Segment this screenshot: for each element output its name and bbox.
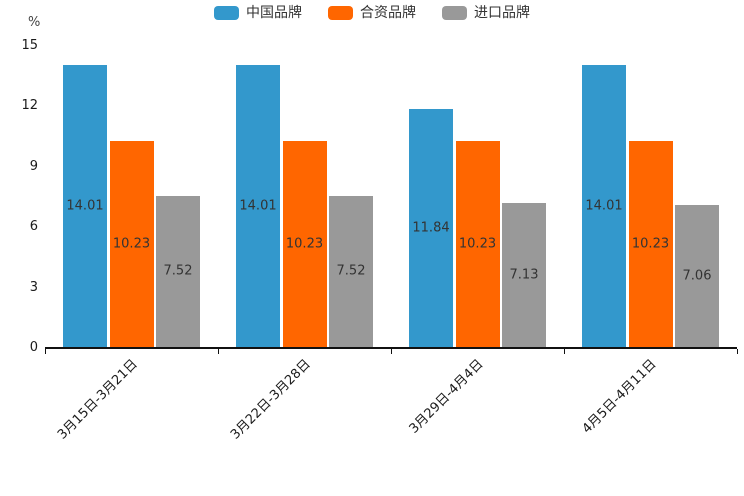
x-axis-tick xyxy=(391,349,392,354)
y-axis-tick-label: 6 xyxy=(29,219,38,235)
y-axis-tick-label: 0 xyxy=(29,340,38,355)
legend-swatch-icon xyxy=(328,6,353,20)
legend-swatch-icon xyxy=(442,6,467,20)
legend-label: 中国品牌 xyxy=(246,5,302,21)
bar-value-label: 14.01 xyxy=(239,198,277,214)
x-axis-category-label: 4月5日-4月11日 xyxy=(579,356,660,437)
legend-item-series-2[interactable]: 进口品牌 xyxy=(442,6,530,20)
legend-label: 合资品牌 xyxy=(360,5,416,21)
x-axis-category-label: 3月29日-4月4日 xyxy=(406,356,487,437)
bar-value-label: 10.23 xyxy=(112,236,151,252)
bar-series-0-cat-0[interactable] xyxy=(63,64,107,347)
bar-series-2-cat-2[interactable] xyxy=(502,203,546,347)
legend-item-series-1[interactable]: 合资品牌 xyxy=(328,6,416,20)
y-axis-unit-label: % xyxy=(28,15,41,30)
bar-series-1-cat-3[interactable] xyxy=(628,141,673,347)
y-axis-tick-label: 3 xyxy=(29,279,38,295)
y-axis-tick-label: 15 xyxy=(21,38,38,53)
bar-value-label: 7.06 xyxy=(682,268,712,284)
legend: 中国品牌 合资品牌 进口品牌 xyxy=(0,6,744,20)
bar-series-0-cat-2[interactable] xyxy=(409,108,453,347)
x-axis-category-label: 3月15日-3月21日 xyxy=(55,356,141,443)
bar-value-label: 7.52 xyxy=(163,263,193,279)
bar-value-label: 7.52 xyxy=(336,263,366,279)
bar-series-2-cat-0[interactable] xyxy=(156,195,200,347)
bar-series-0-cat-1[interactable] xyxy=(236,64,280,347)
x-axis-tick xyxy=(737,349,738,354)
bar-series-1-cat-1[interactable] xyxy=(282,141,327,347)
bar-value-label: 14.01 xyxy=(585,198,623,214)
bar-value-label: 10.23 xyxy=(285,236,324,252)
legend-swatch-icon xyxy=(214,6,239,20)
y-axis-tick-label: 12 xyxy=(21,98,38,114)
bar-series-1-cat-0[interactable] xyxy=(109,141,154,347)
bar-value-label: 10.23 xyxy=(631,236,670,252)
bar-value-label: 10.23 xyxy=(458,236,497,252)
bar-value-label: 14.01 xyxy=(66,198,104,214)
x-axis-tick xyxy=(45,349,46,354)
x-axis-tick xyxy=(564,349,565,354)
bar-series-0-cat-3[interactable] xyxy=(582,64,626,347)
plot-area: 14.01 10.23 7.52 14.01 10.23 7.52 11.84 10.23 7.… xyxy=(45,45,737,349)
bar-series-1-cat-2[interactable] xyxy=(455,141,500,347)
legend-label: 进口品牌 xyxy=(474,5,530,21)
legend-item-series-0[interactable]: 中国品牌 xyxy=(214,6,302,20)
x-axis-category-label: 3月22日-3月28日 xyxy=(228,356,314,443)
bar-value-label: 11.84 xyxy=(412,220,450,236)
bar-series-2-cat-1[interactable] xyxy=(329,195,373,347)
y-axis-tick-label: 9 xyxy=(29,158,38,174)
x-axis-tick xyxy=(218,349,219,354)
bar-value-label: 7.13 xyxy=(509,267,539,283)
bar-series-2-cat-3[interactable] xyxy=(675,204,719,347)
